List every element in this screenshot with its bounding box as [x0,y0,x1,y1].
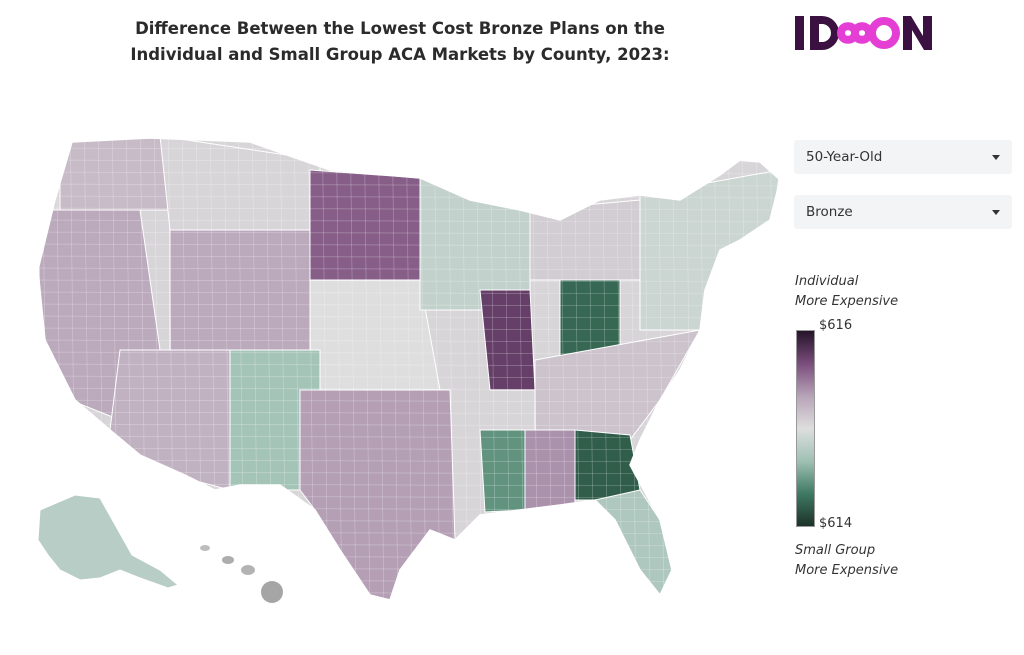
region-rockies-north[interactable] [159,136,321,231]
region-northeast[interactable] [639,169,780,331]
county-gridline [38,363,780,367]
county-gridline [38,327,780,331]
legend-bottom-label: Small Group More Expensive [795,541,898,581]
county-gridline [0,100,780,102]
county-gridline [377,138,385,600]
county-gridline [0,124,780,126]
county-gridline [38,219,780,223]
county-gridline [38,387,780,391]
chart-title: Difference Between the Lowest Cost Bronz… [120,16,680,68]
county-gridline [38,243,780,247]
county-gridline [38,207,780,211]
county-gridline [699,138,707,600]
legend-min-value: $614 [819,516,853,531]
legend-top-line-2: More Expensive [795,294,899,309]
county-gridline [38,279,780,283]
county-gridline [38,351,780,355]
county-gridline [38,339,780,343]
region-texas-oklahoma[interactable] [299,389,456,600]
county-gridline [405,138,413,600]
title-line-2: Individual and Small Group ACA Markets b… [130,45,670,64]
legend-top-label: Individual More Expensive [795,272,898,312]
county-gridline [363,138,371,600]
region-alaska[interactable] [37,494,180,589]
county-gridline [38,375,780,379]
color-scale-bar [796,330,815,527]
age-dropdown-value: 50-Year-Old [806,149,883,165]
county-gridline [391,138,399,600]
county-gridline [0,100,6,620]
legend-bottom-line-1: Small Group [795,543,876,558]
region-mississippi[interactable] [479,429,526,513]
county-gridline [38,399,780,403]
county-gridline [0,616,780,618]
county-gridline [38,411,780,415]
region-pacific-northwest[interactable] [59,136,171,211]
caret-down-icon [992,209,1000,215]
legend-top-line-1: Individual [795,274,859,289]
legend-max-value: $616 [819,318,853,333]
ideon-logo [795,16,932,50]
county-gridline [419,138,427,600]
metal-tier-dropdown[interactable]: Bronze [794,195,1012,229]
us-county-map[interactable] [0,100,780,620]
county-gridline [38,231,780,235]
us-outline [37,137,780,601]
county-gridline [38,291,780,295]
county-gridline [349,138,357,600]
county-gridline [0,112,780,114]
county-gridline [685,138,693,600]
county-gridline [38,267,780,271]
metal-dropdown-value: Bronze [806,204,853,220]
county-gridline [335,138,343,600]
county-gridline [38,195,780,199]
legend-bottom-line-2: More Expensive [795,563,899,578]
county-gridline [28,100,34,620]
county-gridline [38,315,780,319]
caret-down-icon [992,154,1000,160]
region-great-lakes-east[interactable] [529,199,641,281]
county-gridline [14,100,20,620]
county-gridline [0,604,780,606]
region-southeast[interactable] [534,329,701,441]
age-dropdown[interactable]: 50-Year-Old [794,140,1012,174]
region-hawaii[interactable] [200,545,283,603]
title-line-1: Difference Between the Lowest Cost Bronz… [135,19,665,38]
county-gridline [38,303,780,307]
county-gridline [38,138,780,139]
county-gridline [38,255,780,259]
